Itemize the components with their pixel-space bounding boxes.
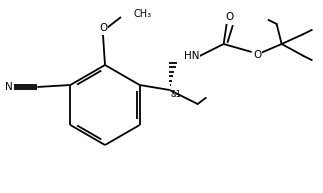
Text: O: O xyxy=(254,50,262,60)
Text: O: O xyxy=(225,12,234,22)
Text: O: O xyxy=(99,23,107,33)
Text: CH₃: CH₃ xyxy=(133,9,151,19)
Text: &1: &1 xyxy=(171,90,182,99)
Text: HN: HN xyxy=(184,51,199,61)
Text: N: N xyxy=(5,82,13,92)
